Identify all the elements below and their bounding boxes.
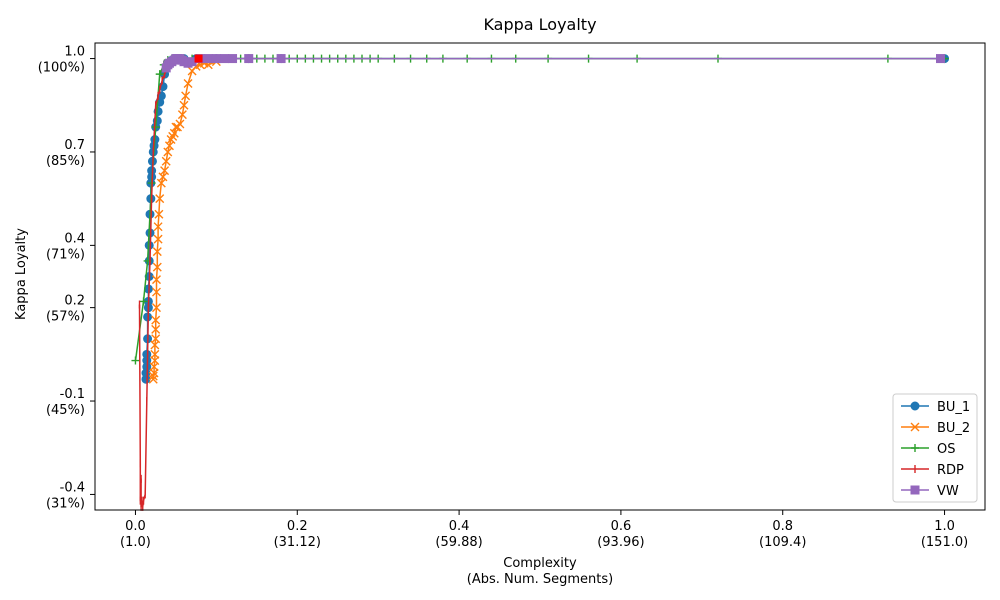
x-axis-label: Complexity [503,556,577,571]
series-rdp [138,63,169,511]
x-tick-sublabel: (109.4) [759,535,806,550]
y-tick-label: 1.0 [64,45,85,60]
y-tick-label: 0.2 [64,294,85,309]
data-point [211,54,221,64]
highlight-point [194,54,203,63]
legend-label: OS [937,442,955,457]
data-point [131,356,140,365]
x-tick-sublabel: (31.12) [274,535,321,550]
data-point [152,262,162,272]
data-point [152,247,162,257]
x-tick-label: 0.6 [611,519,632,534]
x-axis-label-sub: (Abs. Num. Segments) [467,572,614,587]
legend-marker [910,485,920,495]
data-point [179,100,189,110]
data-point [153,234,163,244]
x-tick-label: 0.4 [449,519,470,534]
data-point [150,349,160,359]
legend-label: RDP [937,463,964,478]
data-point [151,275,161,285]
data-point [155,70,164,79]
y-tick-sublabel: (57%) [46,310,85,325]
y-tick-label: 0.4 [64,231,85,246]
y-tick-sublabel: (85%) [46,154,85,169]
y-tick-label: 0.7 [64,138,85,153]
series-line [138,67,169,508]
axes-frame [94,42,986,511]
series-line [152,57,233,380]
data-point [148,371,158,381]
y-axis-label: Kappa Loyalty [14,228,29,320]
data-point [153,222,163,232]
axes: 0.0(1.0)0.2(31.12)0.4(59.88)0.6(93.96)0.… [38,42,986,550]
x-tick-sublabel: (59.88) [435,535,482,550]
legend-item-vw: VW [901,484,959,499]
y-tick-sublabel: (71%) [46,247,85,262]
data-point [154,209,164,219]
data-point [151,315,161,325]
data-point [155,194,165,204]
legend-box [892,393,978,503]
data-point [177,110,187,120]
data-point [219,54,229,64]
x-tick-sublabel: (151.0) [921,535,968,550]
legend-item-bu-1: BU_1 [901,400,970,415]
data-point [181,91,191,101]
data-point [276,54,286,64]
legend-item-rdp: RDP [901,463,964,478]
chart-title: Kappa Loyalty [483,15,596,34]
legend: BU_1 BU_2 OS RDP VW [892,393,978,503]
legend-label: BU_1 [937,400,970,415]
x-tick-sublabel: (1.0) [120,535,151,550]
y-tick-sublabel: (45%) [46,403,85,418]
series-os [131,54,949,365]
data-point [151,123,160,132]
plot-area [131,54,950,511]
data-point [151,334,161,344]
legend-label: BU_2 [937,421,970,436]
data-point [151,303,161,313]
legend-item-bu-2: BU_2 [901,421,970,436]
data-point [936,54,945,64]
legend-marker [910,401,920,411]
data-point [139,297,148,306]
series-bu-1 [141,54,950,384]
series-line [145,57,945,380]
y-tick-sublabel: (31%) [46,496,85,511]
data-point [175,119,185,129]
legend-marker [911,444,919,452]
data-point [142,349,152,359]
data-point [203,54,213,64]
y-tick-label: -0.4 [60,480,85,495]
data-point [160,166,170,176]
x-tick-sublabel: (93.96) [597,535,644,550]
data-point [228,54,238,64]
y-tick-label: -0.1 [60,387,85,402]
x-tick-label: 0.8 [772,519,793,534]
x-tick-label: 0.2 [287,519,308,534]
data-point [151,324,161,334]
legend-item-os: OS [901,442,955,457]
data-point [183,78,193,88]
data-point [244,54,254,64]
series-vw [161,54,945,73]
x-tick-label: 1.0 [934,519,955,534]
data-point [151,287,161,297]
x-tick-label: 0.0 [125,519,146,534]
series-line [134,57,945,361]
legend-label: VW [937,484,959,499]
legend-marker [910,422,920,432]
y-tick-sublabel: (100%) [38,61,85,76]
data-point [161,156,171,166]
